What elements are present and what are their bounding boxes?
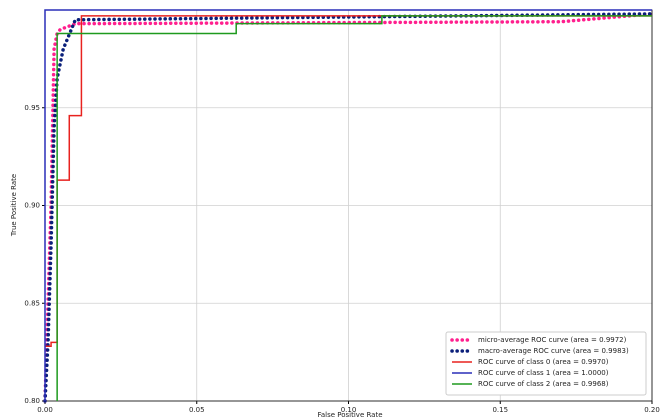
roc-curve [56,15,652,401]
legend-label: ROC curve of class 0 (area = 0.9970) [478,358,609,366]
legend-label: macro-average ROC curve (area = 0.9983) [478,347,629,355]
y-tick-label: 0.95 [24,104,40,112]
legend-label: micro-average ROC curve (area = 0.9972) [478,336,627,344]
y-tick-label: 0.90 [24,202,40,210]
y-tick-label: 0.80 [24,397,40,405]
y-axis-label: True Positive Rate [10,174,18,237]
legend-label: ROC curve of class 1 (area = 1.0000) [478,369,609,377]
legend-box [445,331,647,396]
legend-label: ROC curve of class 2 (area = 0.9968) [478,380,609,388]
x-tick-label: 0.00 [37,406,53,414]
x-tick-label: 0.15 [492,406,508,414]
y-tick-label: 0.85 [24,299,40,307]
roc-curve [44,9,652,401]
x-tick-label: 0.10 [341,406,357,414]
x-axis-label: False Positive Rate [317,411,382,419]
roc-curve [45,15,652,348]
roc-curve [43,12,654,403]
x-tick-label: 0.20 [644,406,660,414]
x-tick-label: 0.05 [189,406,205,414]
